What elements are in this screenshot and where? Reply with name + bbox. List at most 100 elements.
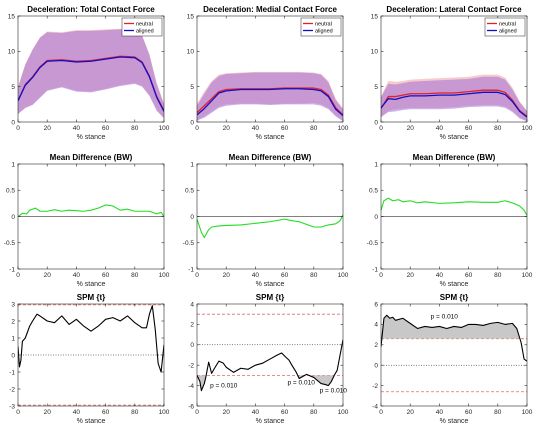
y-tick-label: 0 xyxy=(11,352,15,359)
x-axis-label: % stance xyxy=(77,418,106,425)
series-line-series xyxy=(381,197,527,216)
x-tick-label: 0 xyxy=(195,125,199,132)
y-tick-label: 2 xyxy=(190,322,194,329)
x-tick-label: 80 xyxy=(310,125,318,132)
x-tick-label: 20 xyxy=(407,125,415,132)
x-tick-label: 0 xyxy=(379,125,383,132)
legend-entry-neutral: neutral xyxy=(315,22,332,28)
x-axis-label: % stance xyxy=(256,418,285,425)
x-tick-label: 100 xyxy=(338,125,349,132)
x-tick-label: 60 xyxy=(465,125,473,132)
y-tick-label: -2 xyxy=(188,363,194,370)
x-tick-label: 80 xyxy=(494,125,502,132)
y-tick-label: 15 xyxy=(187,13,195,20)
chart-title: Mean Difference (BW) xyxy=(413,153,496,162)
y-tick-label: 5 xyxy=(190,84,194,91)
legend-entry-aligned: aligned xyxy=(315,29,333,35)
p-value-annotation: p = 0.010 xyxy=(288,380,316,387)
y-tick-label: -1 xyxy=(9,266,15,273)
x-tick-label: 60 xyxy=(281,125,289,132)
x-tick-label: 60 xyxy=(281,409,289,416)
chart-panel-9: SPM {t} 0 20 40 60 80 100 -4 -2 0 2 4 6 % stance p = 0… xyxy=(372,293,533,425)
y-tick-label: -4 xyxy=(188,383,194,390)
y-tick-label: 1 xyxy=(190,161,194,168)
x-tick-label: 80 xyxy=(494,409,502,416)
legend-entry-aligned: aligned xyxy=(499,29,517,35)
y-tick-label: 0.5 xyxy=(6,188,15,195)
y-tick-label: 10 xyxy=(187,49,195,56)
x-tick-label: 40 xyxy=(73,125,81,132)
x-tick-label: 80 xyxy=(131,409,139,416)
x-tick-label: 0 xyxy=(195,409,199,416)
axes-box xyxy=(196,15,344,123)
series-line-series xyxy=(197,214,343,239)
chart-panel-1: Deceleration: Total Contact Force 0 20 40 60… xyxy=(8,5,170,141)
axes-box xyxy=(17,15,165,123)
y-tick-label: 2 xyxy=(11,318,15,325)
x-axis-label: % stance xyxy=(256,281,285,288)
x-tick-label: 20 xyxy=(223,272,231,279)
p-value-annotation: p = 0.010 xyxy=(210,383,238,390)
y-tick-label: 0 xyxy=(190,119,194,126)
chart-panel-3: Deceleration: Lateral Contact Force 0 20 40… xyxy=(371,5,533,141)
x-tick-label: 40 xyxy=(436,409,444,416)
x-tick-label: 0 xyxy=(379,409,383,416)
y-tick-label: -2 xyxy=(372,383,378,390)
x-tick-label: 100 xyxy=(338,409,349,416)
p-value-annotation: p = 0.010 xyxy=(320,388,348,395)
x-tick-label: 20 xyxy=(44,409,52,416)
x-tick-label: 20 xyxy=(407,272,415,279)
y-tick-label: 0.5 xyxy=(369,188,378,195)
series-line-series xyxy=(381,314,527,362)
chart-title: Deceleration: Total Contact Force xyxy=(27,5,155,14)
x-tick-label: 80 xyxy=(310,272,318,279)
chart-panel-5: Mean Difference (BW) 0 20 40 60 80 100 -1 -0.5 0 0… xyxy=(183,153,349,288)
x-tick-label: 100 xyxy=(159,125,170,132)
x-tick-label: 0 xyxy=(16,272,20,279)
chart-title: Deceleration: Lateral Contact Force xyxy=(386,5,522,14)
legend-entry-neutral: neutral xyxy=(136,22,153,28)
x-tick-label: 60 xyxy=(465,409,473,416)
x-axis-label: % stance xyxy=(440,134,469,141)
y-tick-label: 10 xyxy=(8,49,16,56)
chart-panel-4: Mean Difference (BW) 0 20 40 60 80 100 -1 -0.5 0 0… xyxy=(4,153,170,288)
y-tick-label: -0.5 xyxy=(4,240,16,247)
y-tick-label: 0 xyxy=(190,214,194,221)
x-tick-label: 80 xyxy=(131,272,139,279)
x-tick-label: 100 xyxy=(522,125,533,132)
chart-title: Mean Difference (BW) xyxy=(50,153,133,162)
x-tick-label: 60 xyxy=(102,272,110,279)
x-tick-label: 100 xyxy=(522,272,533,279)
x-axis-label: % stance xyxy=(77,281,106,288)
legend-box xyxy=(121,17,163,37)
chart-panel-6: Mean Difference (BW) 0 20 40 60 80 100 -1 -0.5 0 0… xyxy=(367,153,533,288)
plot-area xyxy=(381,74,527,122)
x-tick-label: 80 xyxy=(494,272,502,279)
x-tick-label: 40 xyxy=(252,409,260,416)
p-value-annotation: p = 0.010 xyxy=(431,313,459,320)
series-line-series xyxy=(197,339,343,392)
x-tick-label: 20 xyxy=(44,125,52,132)
x-axis-label: % stance xyxy=(440,418,469,425)
x-tick-label: 100 xyxy=(159,272,170,279)
axes-box xyxy=(196,303,344,407)
x-tick-label: 20 xyxy=(223,125,231,132)
y-tick-label: 1 xyxy=(11,335,15,342)
y-tick-label: 0 xyxy=(190,342,194,349)
chart-title: Mean Difference (BW) xyxy=(229,153,312,162)
y-tick-label: -0.5 xyxy=(183,240,195,247)
chart-panel-2: Deceleration: Medial Contact Force 0 20 40 6… xyxy=(187,5,349,141)
x-tick-label: 80 xyxy=(310,409,318,416)
x-tick-label: 60 xyxy=(102,125,110,132)
x-axis-label: % stance xyxy=(77,134,106,141)
series-line-series xyxy=(18,305,164,373)
y-tick-label: 0 xyxy=(11,214,15,221)
legend-entry-neutral: neutral xyxy=(499,22,516,28)
y-tick-label: 6 xyxy=(374,301,378,308)
x-tick-label: 60 xyxy=(465,272,473,279)
x-tick-label: 100 xyxy=(522,409,533,416)
y-tick-label: -1 xyxy=(9,369,15,376)
chart-title: SPM {t} xyxy=(77,293,105,302)
